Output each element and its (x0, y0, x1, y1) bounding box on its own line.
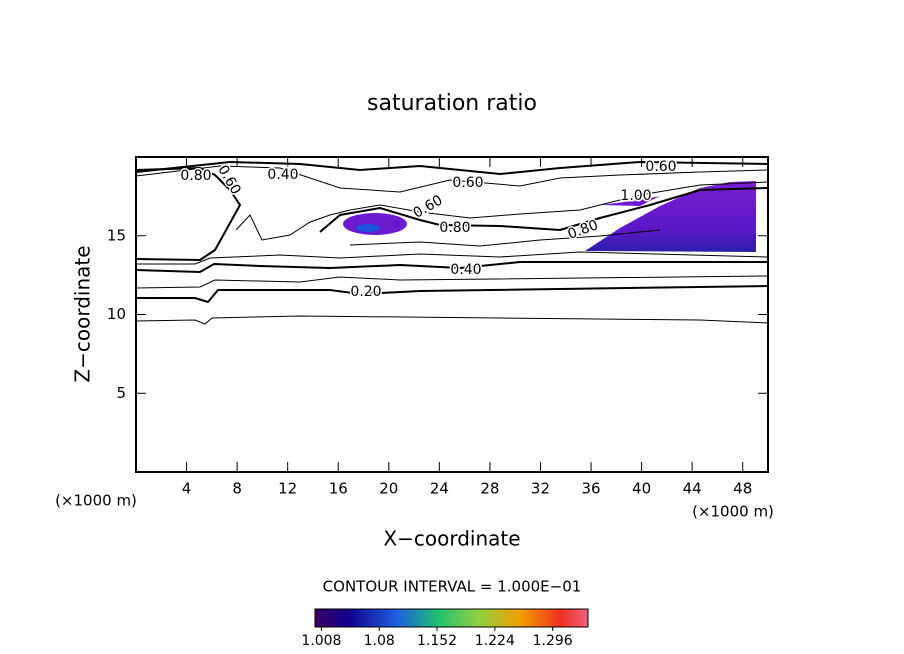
colorbar (314, 608, 589, 628)
x-tick-label: 40 (632, 480, 651, 498)
contour-line (349, 229, 661, 247)
supersaturated-region (356, 224, 380, 232)
contour-label: 0.80 (439, 220, 470, 236)
x-tick-label: 44 (683, 480, 702, 498)
contour-line (135, 315, 769, 325)
x-tick-label: 8 (232, 480, 242, 498)
x-axis-title: X−coordinate (383, 527, 520, 551)
x-tick-label: 24 (430, 480, 449, 498)
contour-line (319, 187, 769, 233)
x-tick-label: 4 (182, 480, 192, 498)
contour-line (135, 166, 242, 262)
contour-line (136, 285, 769, 304)
x-tick-label: 48 (733, 480, 752, 498)
contour-line (135, 160, 769, 176)
contour-line (136, 251, 769, 265)
colorbar-tick-label: 1.152 (417, 633, 457, 649)
supersaturated-region (343, 213, 407, 235)
x-unit: (×1000 m) (692, 503, 774, 521)
contour-label: 0.60 (645, 159, 676, 175)
contour-line (235, 181, 769, 241)
contour-line (135, 275, 769, 289)
contour-label: 0.20 (350, 284, 381, 300)
y-tick-label: 15 (107, 226, 126, 244)
colorbar-tick-label: 1.08 (364, 633, 395, 649)
contour-label: 1.00 (620, 188, 651, 204)
y-axis-title: Z−coordinate (71, 245, 95, 382)
supersaturated-region (585, 181, 756, 252)
x-tick-label: 36 (581, 480, 600, 498)
chart-title: saturation ratio (367, 91, 537, 116)
x-tick-label: 32 (531, 480, 550, 498)
x-tick-label: 20 (379, 480, 398, 498)
colorbar-tick-label: 1.296 (533, 633, 573, 649)
y-tick-label: 5 (116, 384, 126, 402)
contour-label: 0.40 (267, 167, 298, 183)
y-tick-label: 10 (107, 305, 126, 323)
contour-field (135, 160, 769, 325)
contour-label: 0.40 (450, 262, 481, 278)
x-tick-label: 16 (329, 480, 348, 498)
contour-label: 0.60 (452, 175, 483, 191)
contour-label: 0.60 (411, 192, 446, 221)
contour-line (135, 261, 768, 274)
x-tick-label: 28 (480, 480, 499, 498)
x-tick-label: 12 (278, 480, 297, 498)
contour-label: 0.80 (180, 168, 211, 184)
contour-interval: CONTOUR INTERVAL = 1.000E−01 (323, 578, 582, 596)
colorbar-tick-label: 1.008 (301, 633, 341, 649)
contour-line (135, 165, 769, 193)
colorbar-tick-label: 1.224 (475, 633, 515, 649)
contour-label: 0.80 (566, 217, 601, 243)
y-unit: (×1000 m) (55, 492, 137, 510)
supersaturated-region (600, 196, 660, 206)
